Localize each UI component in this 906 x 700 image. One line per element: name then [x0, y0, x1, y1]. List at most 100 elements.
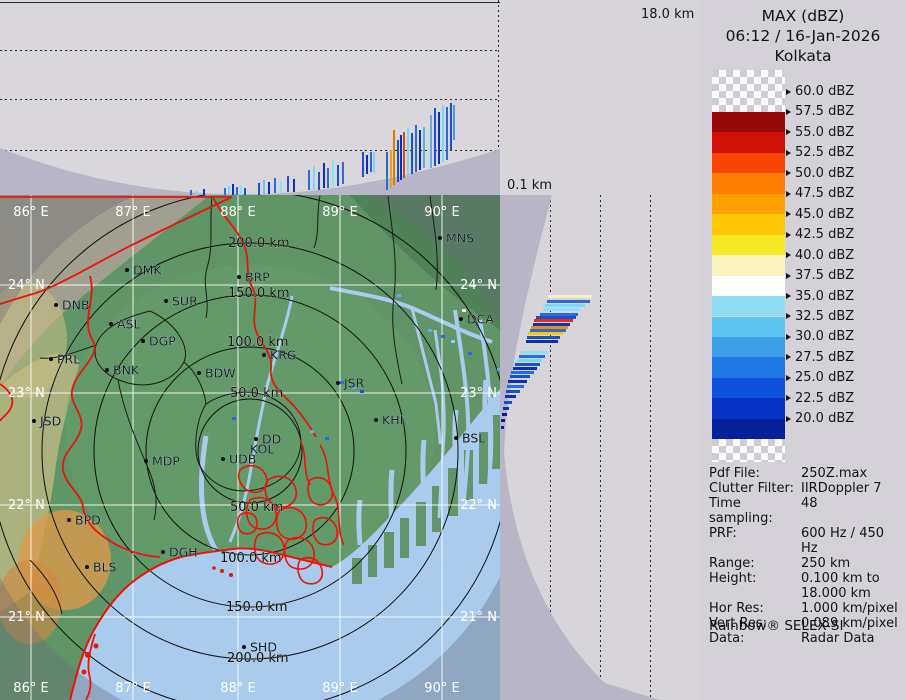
echo-row: [517, 359, 542, 362]
echo-column: [337, 165, 339, 186]
range-ring-label: 200.0 km: [227, 651, 289, 666]
meta-row: PRF: 600 Hz / 450 Hz: [709, 526, 904, 556]
longitude-label: 90° E: [424, 681, 459, 696]
side-panel-blindzone-shape: [500, 195, 660, 700]
echo-row: [505, 395, 516, 398]
meta-row: Data: Radar Data: [709, 631, 904, 646]
longitude-label: 87° E: [115, 681, 150, 696]
legend-color-band: [712, 316, 785, 337]
scale-value: 57.5 dBZ: [795, 104, 855, 120]
longitude-label: 88° E: [220, 205, 255, 220]
echo-row: [534, 319, 573, 322]
range-ring-label: 50.0 km: [230, 500, 283, 515]
scale-value: 37.5 dBZ: [795, 268, 855, 284]
echo-speck: [468, 352, 472, 355]
city-dot: [438, 236, 442, 240]
height-gridline: [550, 195, 551, 700]
echo-row: [510, 375, 530, 378]
echo-column: [411, 133, 413, 174]
echo-column: [323, 163, 325, 188]
city-name: MDP: [152, 454, 180, 469]
latitude-label: 23° N: [8, 386, 45, 401]
city-marker: BPD: [67, 512, 101, 528]
scale-arrow-icon: [786, 211, 791, 218]
top-panel-top-border: [0, 2, 500, 3]
city-marker: DGP: [141, 333, 177, 349]
echo-column: [240, 185, 242, 195]
range-ring: [197, 398, 303, 504]
meta-value: 0.100 km to: [801, 571, 880, 586]
echo-row: [536, 316, 576, 319]
longitude-label: 89° E: [322, 205, 357, 220]
echo-row: [501, 419, 505, 422]
legend-colorbar: [712, 70, 785, 463]
city-name: JSD: [39, 414, 61, 429]
city-marker: SUR: [164, 293, 198, 309]
longitude-label: 90° E: [424, 205, 459, 220]
city-dot: [164, 299, 168, 303]
city-name: JSR: [343, 376, 365, 391]
longitude-label: 87° E: [115, 205, 150, 220]
city-marker: BDW: [197, 365, 236, 381]
meta-label: Vert Res:: [709, 616, 768, 631]
legend-color-band: [712, 234, 785, 256]
scale-arrow-icon: [786, 395, 791, 402]
echo-column: [362, 152, 364, 177]
legend-scale-row: 25.0 dBZ: [786, 370, 854, 386]
echo-column: [423, 127, 425, 168]
echo-column: [287, 176, 289, 192]
city-marker: BRP: [237, 269, 270, 285]
echo-column: [228, 186, 230, 195]
map-sea: [70, 389, 500, 700]
legend-scale-row: 60.0 dBZ: [786, 84, 854, 100]
scale-value: 40.0 dBZ: [795, 247, 855, 263]
echo-speck: [462, 309, 466, 312]
city-marker: DMK: [125, 262, 163, 278]
echo-row: [513, 367, 537, 370]
echo-column: [400, 135, 402, 180]
legend-color-band: [712, 112, 785, 133]
echo-column: [446, 107, 448, 160]
echo-speck: [232, 417, 236, 420]
scale-arrow-icon: [786, 313, 791, 320]
range-ring-label: 150.0 km: [226, 600, 288, 615]
city-dot: [125, 268, 129, 272]
legend-color-band: [712, 275, 785, 297]
echo-column: [263, 180, 265, 194]
city-name: KHL: [382, 413, 407, 428]
city-dot: [374, 418, 378, 422]
city-name: DGP: [149, 334, 176, 349]
city-name: KOL: [250, 442, 274, 457]
longitude-label: 89° E: [322, 681, 357, 696]
legend-color-band: [712, 357, 785, 378]
city-name: DGH: [169, 545, 198, 560]
scale-value: 22.5 dBZ: [795, 390, 855, 406]
city-dot: [85, 565, 89, 569]
scale-arrow-icon: [786, 333, 791, 340]
echo-column: [366, 155, 368, 174]
sundarbans-islands: [236, 439, 345, 585]
meta-row: Hor Res: 1.000 km/pixel: [709, 601, 904, 616]
scale-value: 25.0 dBZ: [795, 370, 855, 386]
legend-scale-row: 22.5 dBZ: [786, 390, 854, 406]
echo-column: [332, 160, 334, 186]
echo-column: [453, 105, 455, 140]
map-terrain: [0, 195, 500, 644]
scale-arrow-icon: [786, 252, 791, 259]
scale-arrow-icon: [786, 190, 791, 197]
software-name: Rainbow® SELEX-SI: [709, 618, 844, 634]
city-name: DD: [262, 432, 281, 447]
longitude-label: 86° E: [13, 681, 48, 696]
legend-scale-row: 52.5 dBZ: [786, 145, 854, 161]
echo-column: [268, 182, 270, 194]
range-ring-label: 200.0 km: [228, 236, 290, 251]
echo-speck: [428, 329, 432, 332]
meta-label: Hor Res:: [709, 601, 764, 616]
meta-value: 1.000 km/pixel: [801, 601, 898, 616]
city-dot: [221, 457, 225, 461]
scale-arrow-icon: [786, 272, 791, 279]
echo-column: [232, 184, 234, 195]
map-echo-specks: [232, 294, 500, 440]
city-marker: KRG: [262, 347, 297, 363]
